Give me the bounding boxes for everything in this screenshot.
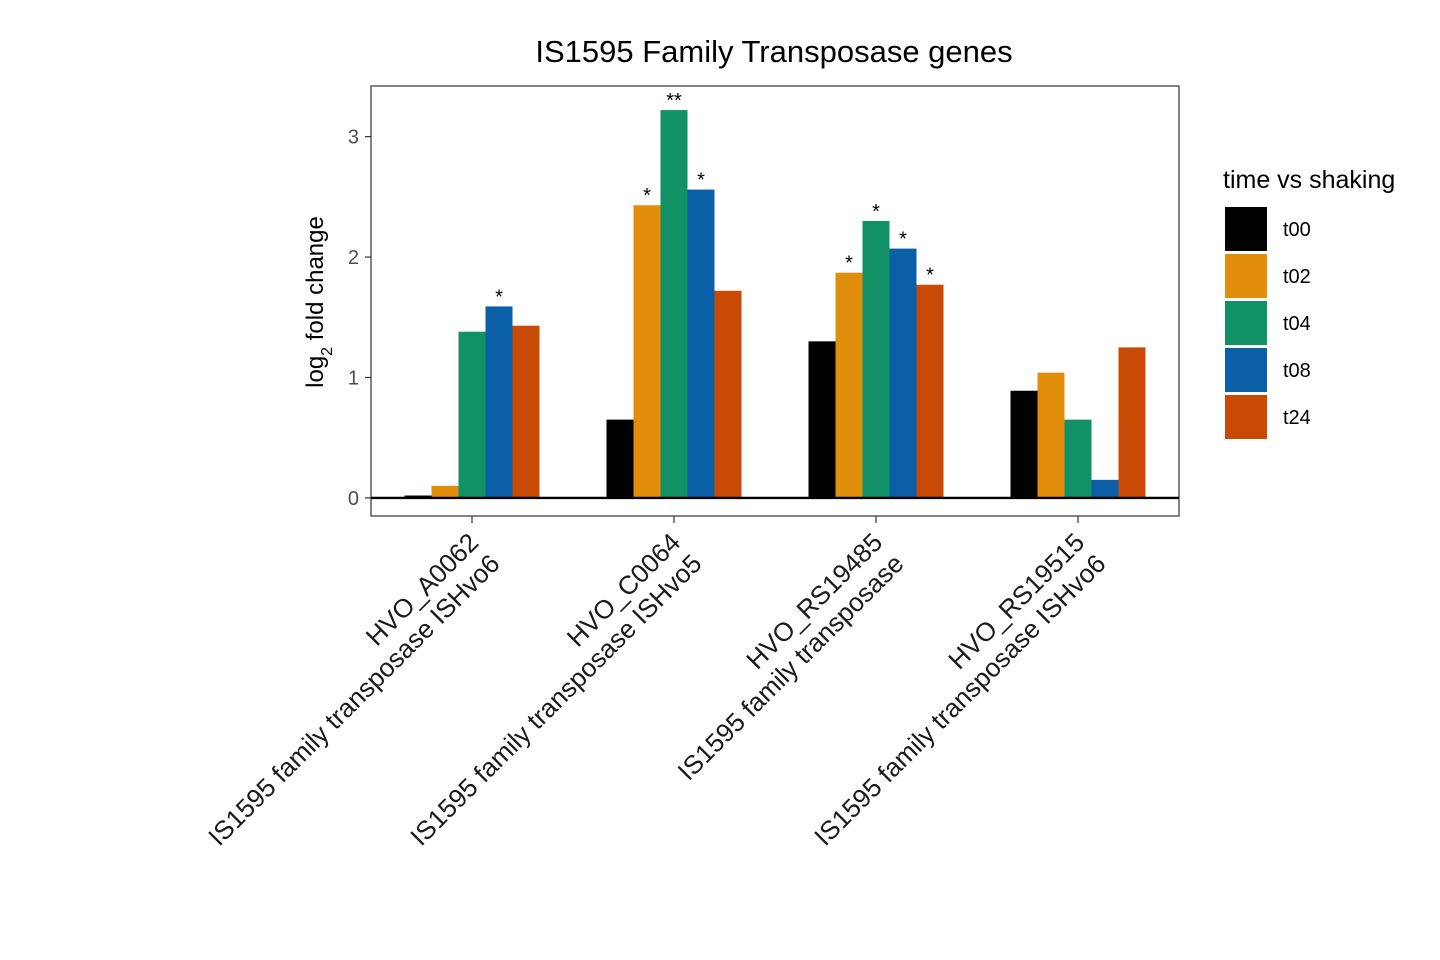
significance-label: * <box>845 253 853 275</box>
bar-t02 <box>835 272 863 498</box>
legend-key-t00 <box>1225 207 1267 251</box>
legend-label: t24 <box>1283 407 1311 429</box>
y-axis-label: log2 fold change <box>302 216 336 388</box>
bar-t24 <box>714 290 742 498</box>
legend-key-t02 <box>1225 254 1267 298</box>
significance-label: * <box>495 286 503 308</box>
bar-t00 <box>808 341 836 498</box>
bar-t04 <box>458 331 486 498</box>
bar-t00 <box>404 495 432 498</box>
bar-t00 <box>606 419 634 498</box>
legend: time vs shaking t00 t02 t04 t08 t24 <box>1223 166 1395 439</box>
y-tick-label: 1 <box>348 367 359 389</box>
bar-t08 <box>1091 479 1119 498</box>
panel-border <box>370 85 1180 517</box>
x-tick-label-line2: IS1595 family transposase <box>672 548 910 786</box>
significance-label: * <box>872 201 880 223</box>
bar-t24 <box>916 284 944 498</box>
bar-t02 <box>431 485 459 498</box>
legend-key-t08 <box>1225 348 1267 392</box>
y-tick-label: 0 <box>348 488 359 510</box>
bar-t04 <box>660 110 688 498</box>
legend-key-t04 <box>1225 301 1267 345</box>
y-axis-label-subscript: 2 <box>319 347 336 356</box>
chart-title: IS1595 Family Transposase genes <box>535 34 1012 69</box>
legend-label: t08 <box>1283 360 1311 382</box>
bar-t08 <box>687 189 715 498</box>
bar-t24 <box>1118 347 1146 498</box>
bar-t24 <box>512 325 540 498</box>
legend-key-t24 <box>1225 395 1267 439</box>
bar-t02 <box>1037 372 1065 498</box>
legend-label: t04 <box>1283 313 1311 335</box>
bar-t04 <box>862 220 890 498</box>
bar-t00 <box>1010 390 1038 498</box>
significance-label: * <box>697 170 705 192</box>
y-tick-label: 3 <box>348 127 359 149</box>
legend-label: t00 <box>1283 219 1311 241</box>
y-tick-label: 2 <box>348 247 359 269</box>
y-axis-label-main: log <box>302 356 329 388</box>
bar-t08 <box>485 306 513 498</box>
legend-label: t02 <box>1283 266 1311 288</box>
significance-label: * <box>643 185 651 207</box>
bar-t02 <box>633 205 661 498</box>
y-axis-label-suffix: fold change <box>302 216 329 347</box>
bar-t04 <box>1064 419 1092 498</box>
legend-title: time vs shaking <box>1223 166 1395 194</box>
bar-t08 <box>889 248 917 498</box>
significance-label: * <box>899 229 907 251</box>
significance-label: * <box>926 265 934 287</box>
significance-label: ** <box>666 90 682 112</box>
